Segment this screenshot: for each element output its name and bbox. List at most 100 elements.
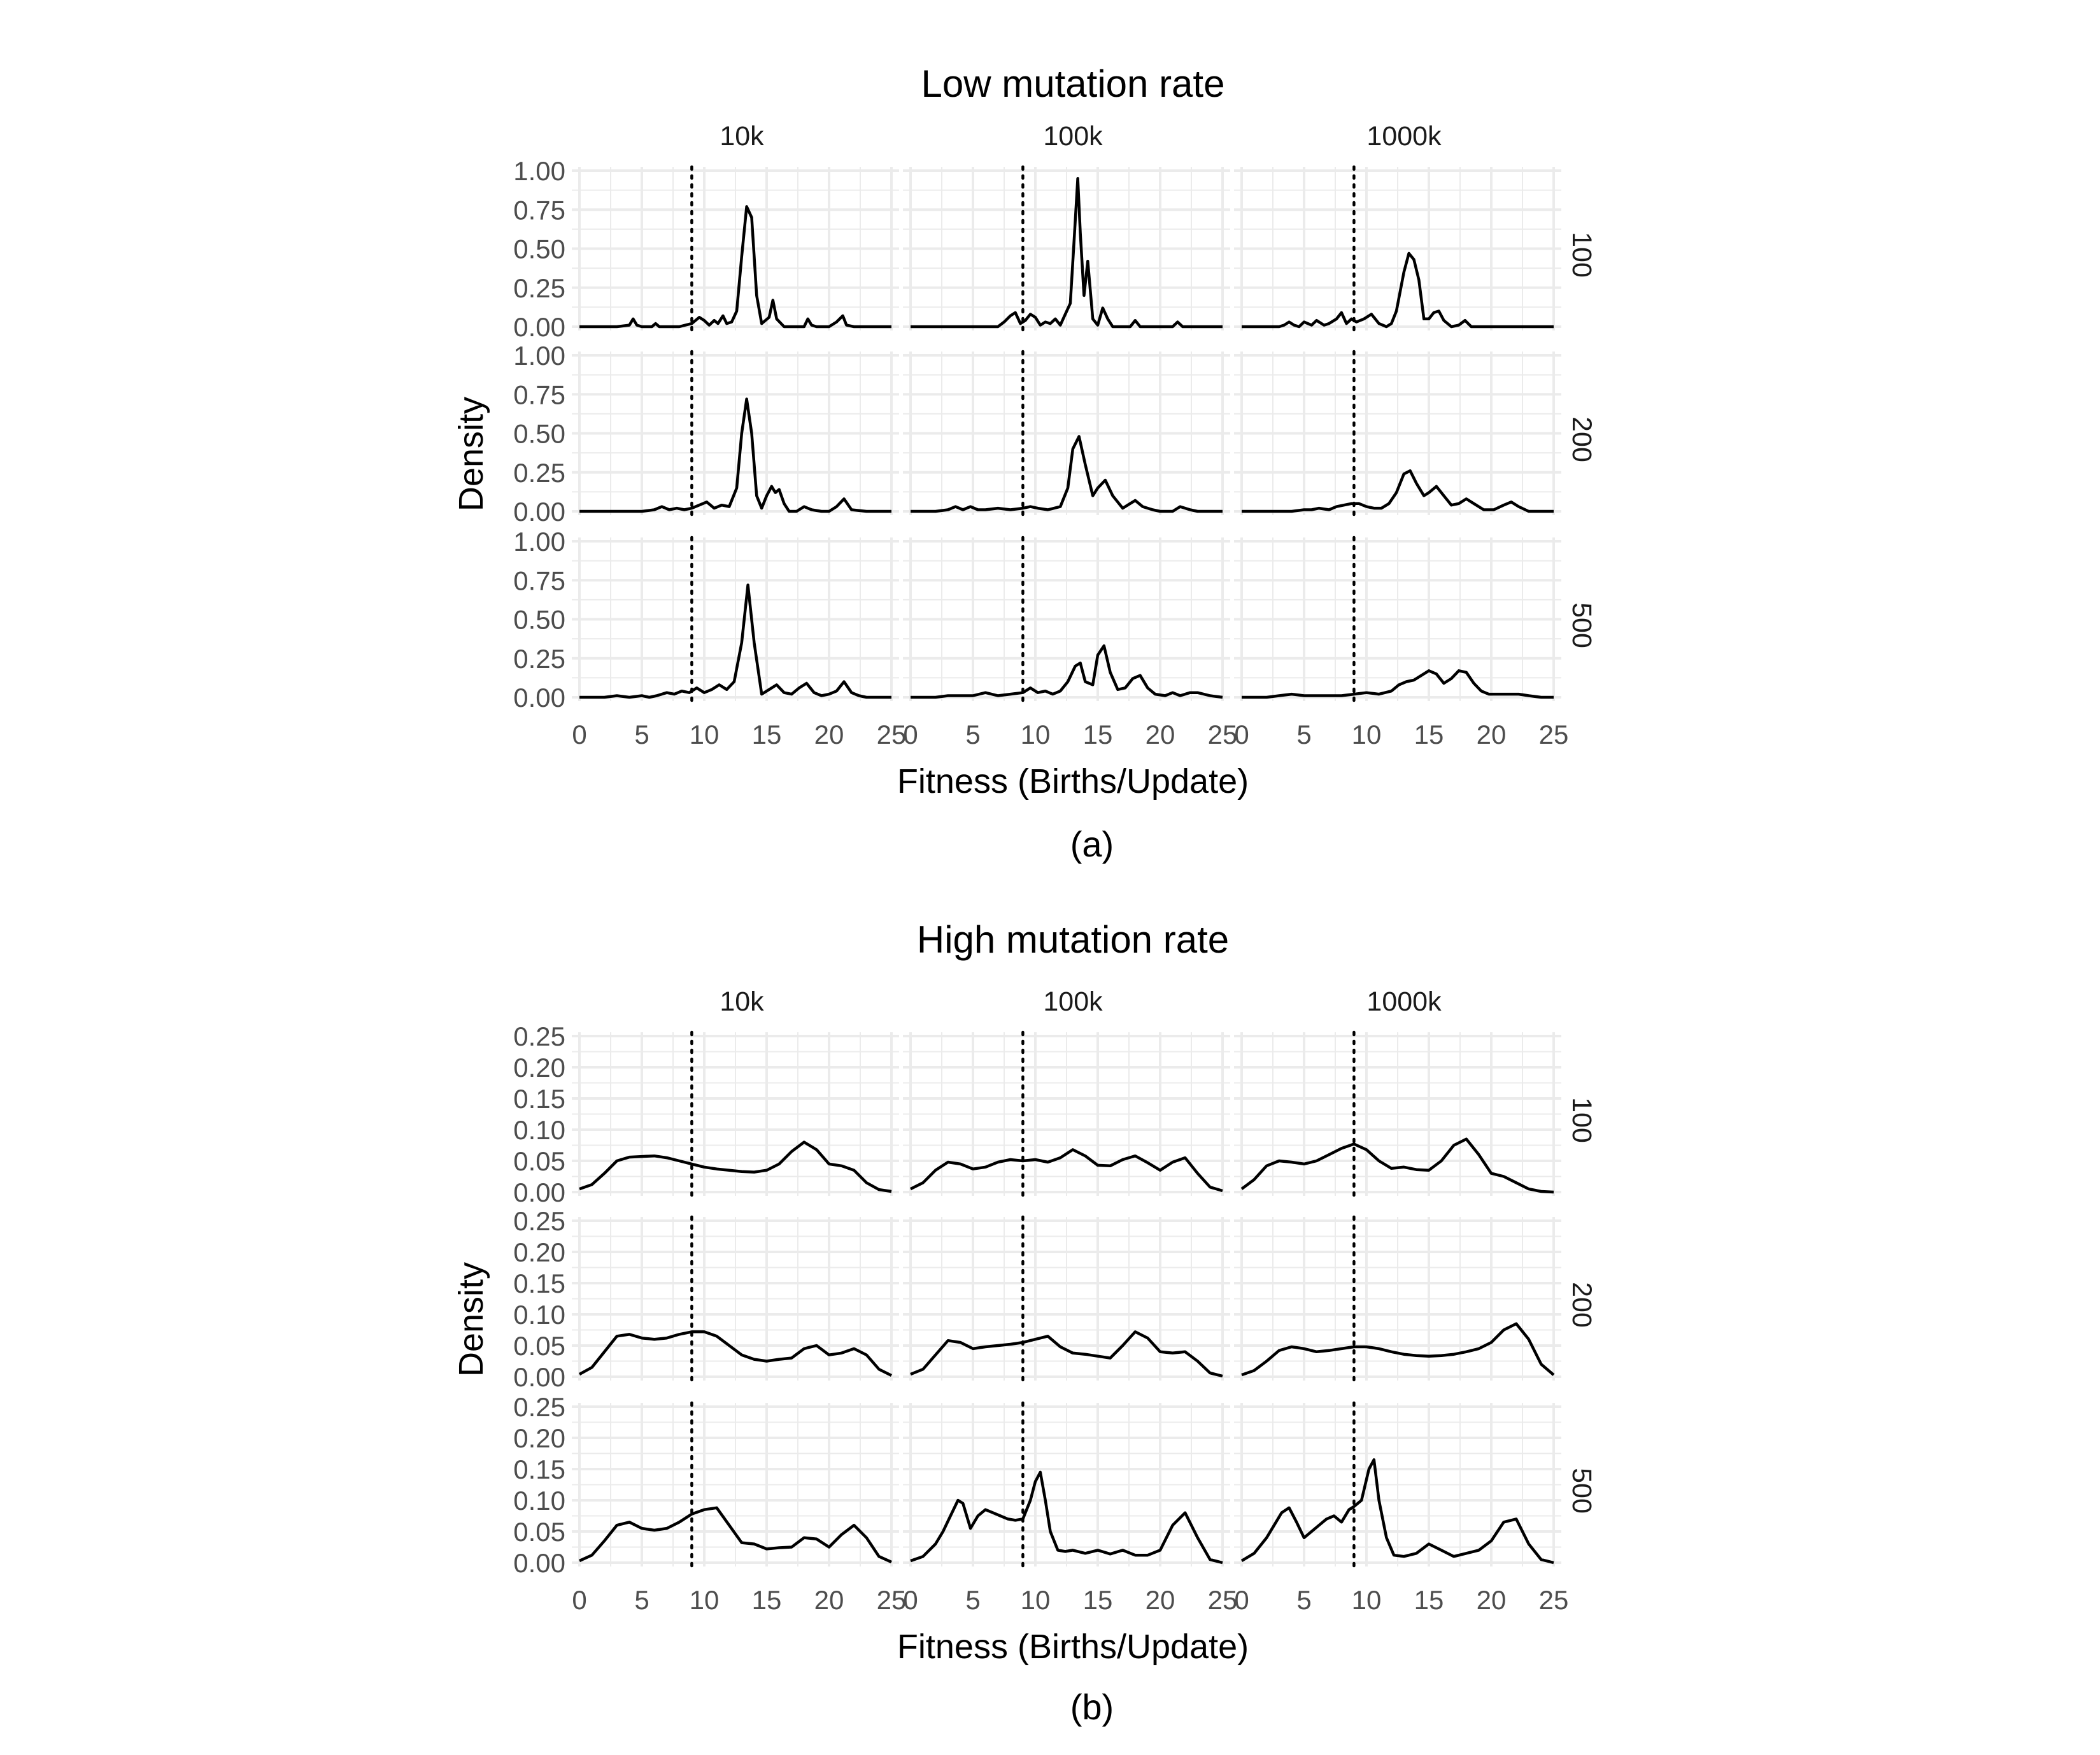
x-tick-label: 25: [1208, 720, 1238, 750]
x-tick-label: 5: [965, 1585, 980, 1615]
y-tick-label: 0.05: [513, 1331, 565, 1361]
facet-panel: 0.000.050.100.150.200.25: [513, 1021, 899, 1207]
x-tick-label: 5: [965, 720, 980, 750]
density-curve: [910, 1330, 1223, 1378]
x-axis-label: Fitness (Births/Update): [897, 762, 1249, 800]
facet-panel: 0.00 0.25 0.50 0.75 1.00: [513, 341, 899, 527]
density-curve: [910, 1470, 1223, 1565]
y-tick-label: 0.10: [513, 1486, 565, 1516]
x-tick-label: 25: [1208, 1585, 1238, 1615]
density-curve: [579, 397, 891, 513]
y-axis-label: Density: [452, 397, 490, 511]
facet-panel: 0 5 10 15 20 25: [903, 536, 1238, 750]
y-tick-label: 0.00: [513, 1548, 565, 1578]
y-tick-label: 0.10: [513, 1115, 565, 1145]
row-strip-label: 500: [1566, 602, 1597, 648]
x-tick-label: 0: [903, 1585, 918, 1615]
facet-panel: [1234, 1215, 1561, 1382]
facet-panel: [1234, 350, 1561, 517]
row-strip-label: 500: [1566, 1468, 1597, 1514]
x-tick-label: 20: [1477, 1585, 1507, 1615]
y-tick-label: 1.00: [513, 527, 565, 557]
y-tick-label: 0.25: [513, 273, 565, 303]
row-strip-label: 200: [1566, 1282, 1597, 1328]
y-tick-label: 0.25: [513, 644, 565, 674]
density-curve: [1242, 252, 1554, 329]
x-tick-label: 0: [903, 720, 918, 750]
y-tick-label: 0.75: [513, 565, 565, 595]
y-tick-label: 0.15: [513, 1454, 565, 1484]
chart-title: High mutation rate: [917, 918, 1229, 961]
figure-caption: (b): [1070, 1687, 1114, 1727]
x-tick-label: 15: [1414, 720, 1444, 750]
x-tick-label: 15: [1083, 1585, 1113, 1615]
col-strip-label: 100k: [1043, 121, 1103, 152]
facet-panel: 0 5 10 15 20 25: [1234, 1401, 1569, 1615]
y-tick-label: 0.15: [513, 1268, 565, 1298]
density-curve: [579, 583, 891, 699]
x-tick-label: 15: [1083, 720, 1113, 750]
facet-panel: 0.000.050.100.150.200.25: [513, 1206, 899, 1392]
x-tick-label: 10: [1021, 720, 1051, 750]
x-axis-label: Fitness (Births/Update): [897, 1628, 1249, 1666]
facet-panel: 0 5 10 15 20 25: [903, 1401, 1238, 1615]
density-curve: [1242, 669, 1554, 699]
x-tick-label: 15: [752, 1585, 782, 1615]
y-tick-label: 0.50: [513, 419, 565, 449]
x-tick-label: 0: [1234, 720, 1249, 750]
y-tick-label: 1.00: [513, 156, 565, 186]
y-tick-label: 0.10: [513, 1300, 565, 1330]
y-tick-label: 0.25: [513, 1392, 565, 1422]
facet-panel: [1234, 165, 1561, 332]
x-tick-label: 20: [814, 720, 844, 750]
col-strip-label: 10k: [720, 121, 764, 152]
y-tick-label: 0.75: [513, 195, 565, 225]
x-tick-label: 10: [1021, 1585, 1051, 1615]
x-tick-label: 25: [1539, 1585, 1569, 1615]
x-tick-label: 25: [877, 720, 907, 750]
x-tick-label: 10: [690, 1585, 720, 1615]
x-tick-label: 20: [1477, 720, 1507, 750]
x-tick-label: 10: [1352, 1585, 1382, 1615]
density-curve: [911, 644, 1223, 699]
x-tick-label: 5: [634, 720, 649, 750]
y-tick-label: 0.00: [513, 497, 565, 527]
facet-panel: 0.000.050.100.150.200.25 0 5 10 15 20 25: [513, 1392, 906, 1615]
row-strip-label: 100: [1566, 1097, 1597, 1143]
y-tick-label: 0.50: [513, 234, 565, 264]
facet-panel: 0.00 0.25 0.50 0.75 1.00 0 5 10 15 20 25: [513, 527, 906, 750]
y-tick-label: 0.20: [513, 1053, 565, 1083]
facet-panel: [1234, 1030, 1561, 1198]
x-tick-label: 15: [752, 720, 782, 750]
y-tick-label: 0.05: [513, 1146, 565, 1176]
y-tick-label: 0.50: [513, 605, 565, 635]
col-strip-label: 1000k: [1366, 121, 1442, 152]
facet-panel: 0.00 0.25 0.50 0.75 1.00: [513, 156, 899, 342]
y-tick-label: 0.25: [513, 1021, 565, 1051]
facet-panel: [903, 165, 1230, 332]
y-tick-label: 0.75: [513, 380, 565, 409]
x-tick-label: 0: [1234, 1585, 1249, 1615]
x-tick-label: 20: [1146, 720, 1175, 750]
y-axis-label: Density: [452, 1262, 490, 1377]
col-strip-label: 100k: [1043, 986, 1103, 1017]
y-tick-label: 0.15: [513, 1084, 565, 1114]
y-tick-label: 0.20: [513, 1423, 565, 1453]
x-tick-label: 20: [814, 1585, 844, 1615]
density-curve: [579, 1506, 892, 1564]
density-curve: [579, 205, 891, 329]
density-curve: [1242, 469, 1554, 513]
density-curve: [1240, 1458, 1554, 1565]
figure-caption: (a): [1070, 824, 1114, 864]
y-tick-label: 0.00: [513, 312, 565, 342]
density-curve: [1241, 1322, 1555, 1377]
density-curve: [909, 1148, 1223, 1193]
density-curve: [578, 1330, 893, 1377]
x-tick-label: 10: [1352, 720, 1382, 750]
density-curve: [1240, 1137, 1554, 1194]
x-tick-label: 0: [572, 720, 586, 750]
facet-panel: [903, 1215, 1230, 1382]
y-tick-label: 0.00: [513, 1177, 565, 1207]
